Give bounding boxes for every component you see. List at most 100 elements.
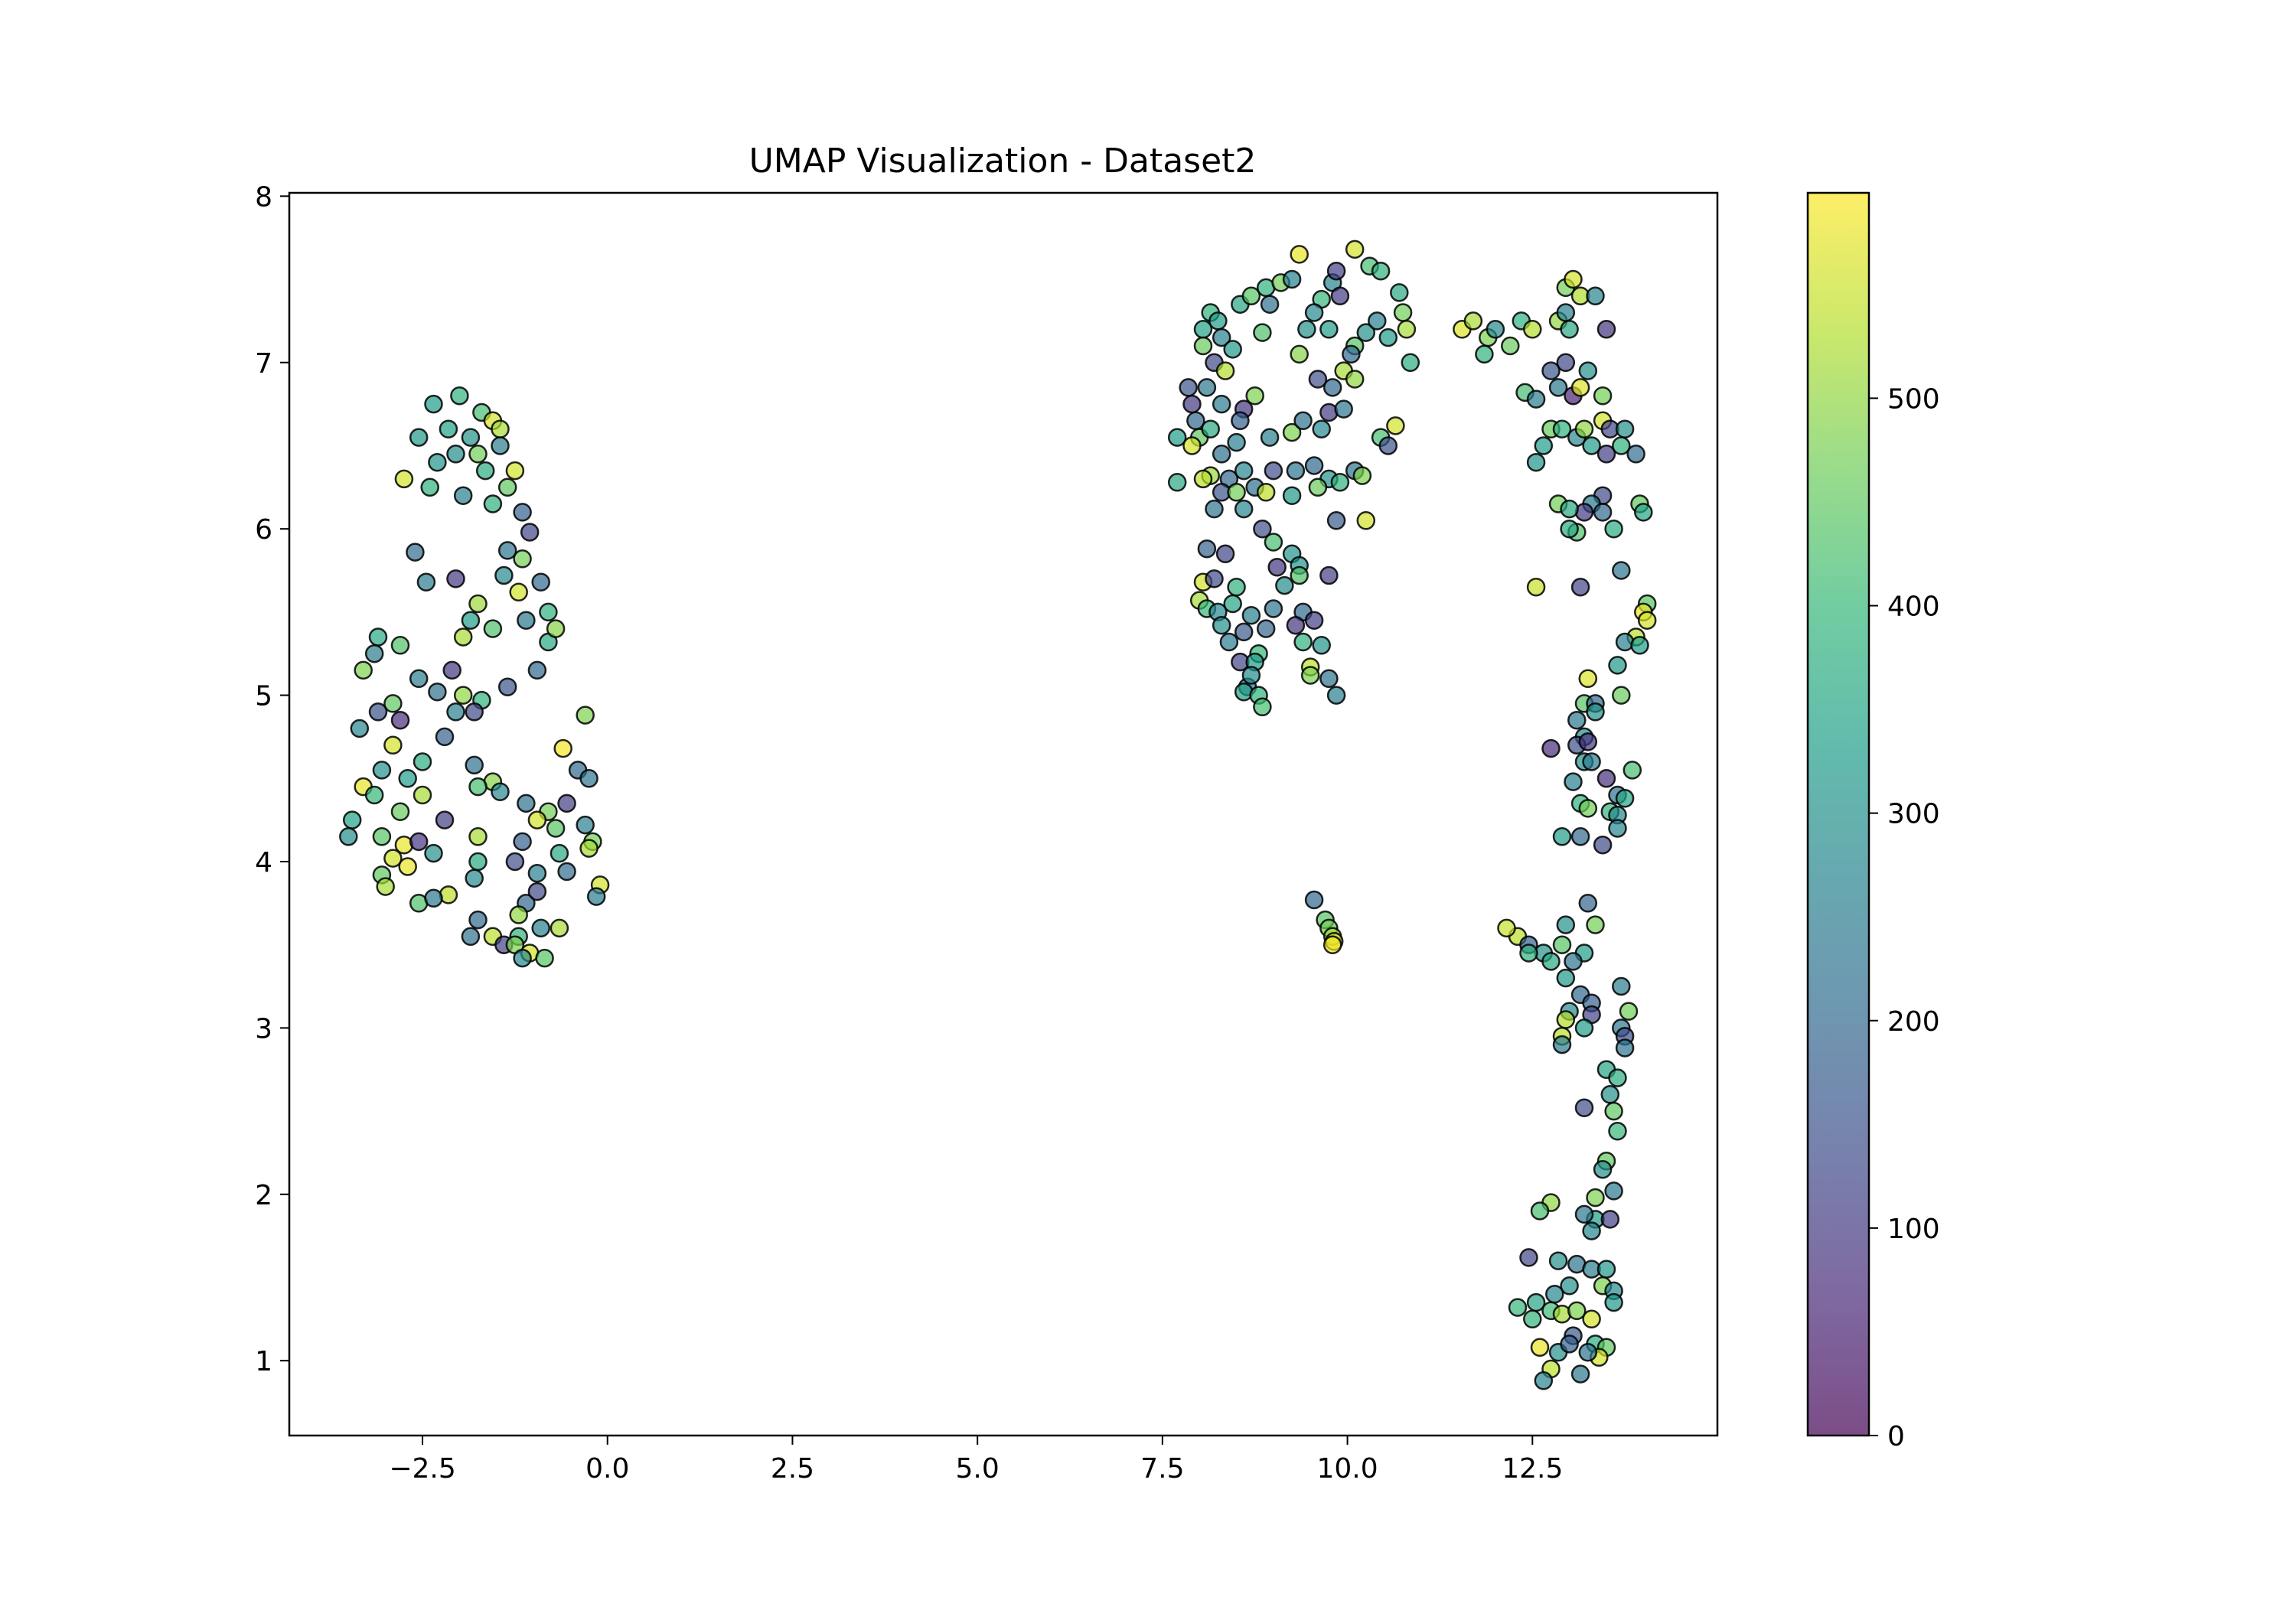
data-point — [1600, 1085, 1620, 1104]
data-point — [527, 863, 547, 883]
y-tick-label: 2 — [255, 1180, 272, 1211]
data-point — [1393, 303, 1413, 322]
data-point — [1608, 656, 1627, 675]
data-point — [364, 644, 384, 663]
data-point — [1304, 303, 1324, 322]
data-point — [1560, 320, 1579, 339]
data-point — [394, 469, 414, 489]
data-point — [1297, 320, 1316, 339]
data-point — [535, 948, 554, 968]
data-point — [1578, 894, 1598, 913]
data-point — [453, 686, 473, 705]
data-point — [1182, 436, 1202, 455]
data-point — [1556, 968, 1576, 988]
data-point — [1593, 386, 1613, 406]
data-point — [1319, 669, 1339, 689]
data-point — [424, 394, 443, 414]
x-tick-label: 2.5 — [771, 1453, 814, 1485]
data-point — [1548, 378, 1568, 397]
data-point — [1386, 416, 1405, 435]
data-point — [1227, 577, 1246, 597]
data-point — [1545, 1284, 1564, 1304]
data-point — [406, 543, 425, 562]
x-tick-label: 12.5 — [1502, 1453, 1563, 1485]
colorbar — [1806, 191, 1870, 1437]
data-point — [1264, 461, 1283, 481]
data-point — [1212, 328, 1231, 347]
x-tick-label: 5.0 — [956, 1453, 1000, 1485]
data-point — [1253, 323, 1272, 342]
data-point — [539, 602, 558, 622]
data-point — [1523, 320, 1542, 339]
data-point — [1619, 1002, 1639, 1021]
data-point — [483, 619, 503, 638]
data-point — [1212, 445, 1231, 464]
data-point — [1167, 428, 1187, 447]
data-point — [586, 887, 606, 906]
data-point — [1241, 286, 1261, 306]
data-point — [1326, 686, 1346, 705]
data-point — [1342, 344, 1361, 364]
data-point — [1630, 636, 1649, 655]
data-point — [1567, 710, 1587, 730]
data-point — [465, 702, 484, 722]
data-point — [475, 461, 495, 481]
data-point — [1308, 370, 1328, 389]
data-point — [1193, 336, 1213, 356]
data-point — [1612, 976, 1631, 996]
data-point — [1212, 615, 1231, 635]
data-point — [513, 503, 532, 522]
data-point — [1570, 1364, 1590, 1383]
data-point — [1519, 944, 1538, 963]
plot-area — [288, 191, 1719, 1437]
x-tick-label: −2.5 — [389, 1453, 455, 1485]
data-point — [383, 694, 403, 713]
data-point — [1282, 269, 1302, 289]
data-point — [1604, 1101, 1623, 1121]
data-point — [453, 486, 473, 505]
data-point — [1231, 411, 1250, 431]
colorbar-tick-label: 300 — [1887, 799, 1940, 830]
data-point — [1574, 419, 1594, 438]
data-point — [497, 541, 517, 560]
data-point — [1608, 819, 1627, 838]
data-point — [1541, 361, 1561, 380]
y-tick-label: 7 — [255, 348, 272, 380]
data-point — [550, 843, 569, 863]
data-point — [527, 810, 547, 829]
data-point — [1574, 1098, 1594, 1117]
data-point — [1586, 702, 1605, 722]
data-point — [1215, 544, 1235, 564]
data-point — [368, 702, 388, 722]
data-point — [1552, 827, 1572, 846]
data-point — [527, 660, 547, 680]
data-point — [1275, 575, 1294, 595]
data-point — [1264, 599, 1283, 618]
data-point — [1286, 461, 1306, 481]
data-point — [1548, 1251, 1568, 1270]
colorbar-axis: 0 100 200 300 400 500 — [1869, 383, 1940, 1452]
data-point — [1578, 799, 1598, 818]
data-point — [465, 755, 484, 775]
data-point — [1290, 245, 1309, 264]
data-point — [1179, 378, 1198, 397]
data-point — [1326, 511, 1346, 530]
data-point — [1312, 636, 1331, 655]
data-point — [1526, 577, 1546, 597]
data-point — [557, 794, 576, 813]
data-point — [1319, 320, 1339, 339]
data-point — [1582, 752, 1601, 771]
x-axis: −2.5 0.0 2.5 5.0 7.5 10.0 12.5 — [389, 1436, 1563, 1485]
data-point — [1560, 519, 1579, 539]
data-point — [468, 910, 488, 930]
data-point — [413, 752, 432, 771]
data-point — [1623, 761, 1642, 780]
data-point — [1615, 789, 1635, 808]
data-point — [446, 445, 465, 464]
data-point — [398, 769, 417, 788]
data-point — [491, 436, 510, 455]
data-point — [513, 948, 532, 968]
data-point — [1260, 428, 1280, 447]
data-point — [398, 857, 417, 876]
data-point — [1282, 422, 1302, 442]
